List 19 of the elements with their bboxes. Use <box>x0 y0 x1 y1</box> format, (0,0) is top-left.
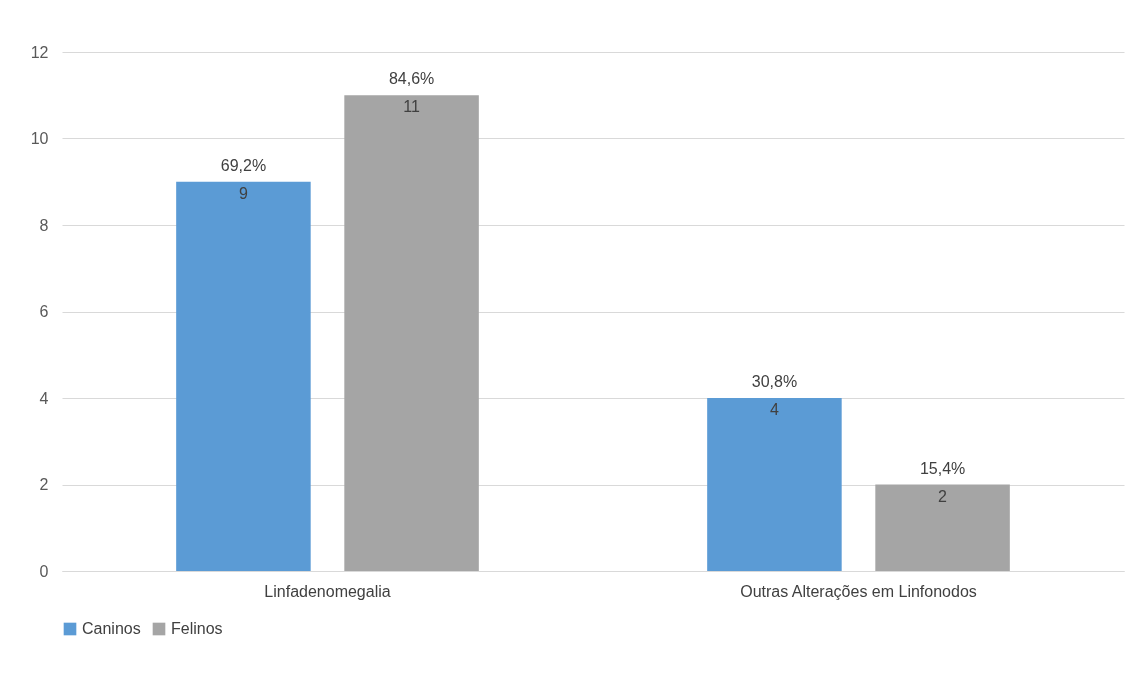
y-tick-label: 6 <box>39 303 49 320</box>
data-label: 15,4% 2 <box>919 459 966 505</box>
y-tick-label: 8 <box>39 216 49 234</box>
y-tick-label: 0 <box>39 562 49 580</box>
bar <box>707 398 842 571</box>
y-tick-label: 12 <box>30 43 49 61</box>
legend-label: Felinos <box>171 620 223 637</box>
data-label: 69,2% 9 <box>220 156 267 202</box>
data-label: 84,6% 11 <box>388 70 435 116</box>
legend-label: Caninos <box>82 620 141 637</box>
x-tick-label: Outras Alterações em Linfonodos <box>740 582 977 600</box>
bar <box>176 181 311 571</box>
x-tick-label: Linfadenomegalia <box>264 582 391 600</box>
data-label: 30,8% 4 <box>751 373 798 418</box>
y-tick-label: 2 <box>39 476 49 493</box>
bar <box>344 95 479 571</box>
y-tick-label: 10 <box>30 130 49 147</box>
bar <box>875 484 1010 571</box>
y-tick-label: 4 <box>39 389 49 407</box>
